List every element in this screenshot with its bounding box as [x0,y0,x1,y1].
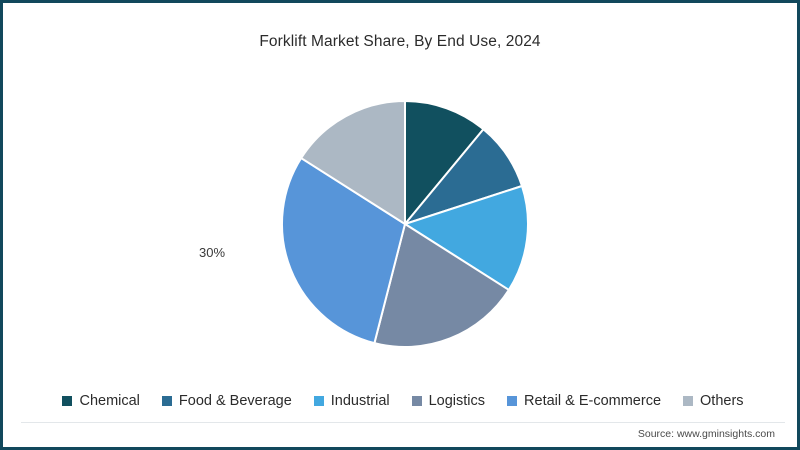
legend-item[interactable]: Others [683,393,744,409]
legend-swatch-icon [411,396,422,406]
legend-swatch-icon [313,396,324,406]
pie-slice[interactable] [404,184,529,291]
pie-chart-area: 30% [3,63,800,368]
legend-item-label: Retail & E-commerce [524,393,662,409]
page-title: Forklift Market Share, By End Use, 2024 [259,33,541,50]
legend-item-label: Others [700,393,744,409]
legend-item[interactable]: Logistics [411,393,486,409]
legend-item[interactable]: Food & Beverage [161,393,292,409]
legend-item[interactable]: Industrial [313,393,390,409]
legend-item[interactable]: Chemical [62,393,140,409]
legend-item-label: Logistics [428,393,486,409]
pie-slice[interactable] [404,100,485,225]
legend-swatch-icon [507,396,518,406]
data-label-retail-ecommerce: 30% [199,245,226,260]
legend-item-label: Chemical [79,393,140,409]
pie-chart-svg [281,100,529,348]
legend-item-label: Food & Beverage [178,393,292,409]
legend-swatch-icon [683,396,694,406]
pie-slice[interactable] [300,100,406,225]
pie-slice[interactable] [373,223,510,348]
pie-slice[interactable] [281,157,406,345]
pie-slice-group [281,100,529,348]
legend-item-label: Industrial [330,393,390,409]
legend-swatch-icon [62,396,73,406]
chart-legend: Chemical Food & Beverage Industrial Logisti… [3,387,800,415]
legend-divider [21,422,785,423]
source-attribution: Source: www.gminsights.com [637,428,775,440]
legend-swatch-icon [161,396,172,406]
legend-item[interactable]: Retail & E-commerce [507,393,661,409]
